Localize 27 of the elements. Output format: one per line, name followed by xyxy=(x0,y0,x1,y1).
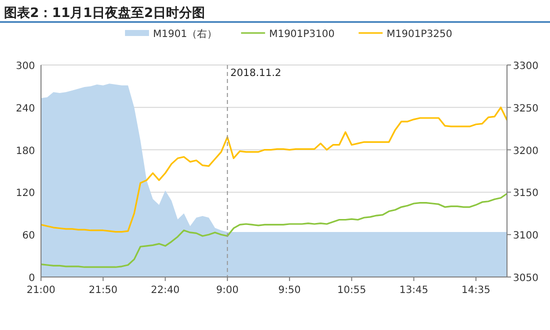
y2-tick-label: 3200 xyxy=(513,146,538,157)
y2-tick-label: 3100 xyxy=(513,230,538,242)
legend-label: M1901P3100 xyxy=(269,29,335,40)
x-tick-label: 9:50 xyxy=(278,285,301,296)
chart-title: 图表2：11月1日夜盘至2日时分图 xyxy=(4,5,206,21)
y2-tick-label: 3300 xyxy=(513,61,538,72)
y2-tick-label: 3250 xyxy=(513,103,538,114)
y-tick-label: 240 xyxy=(16,103,35,114)
y-tick-label: 120 xyxy=(16,188,35,200)
x-tick-label: 21:50 xyxy=(88,285,118,296)
y2-tick-label: 3050 xyxy=(513,273,538,284)
y-tick-label: 180 xyxy=(16,146,35,157)
x-tick-label: 21:00 xyxy=(26,285,56,296)
x-tick-label: 22:40 xyxy=(150,285,180,296)
line-series xyxy=(40,192,508,268)
y-tick-label: 300 xyxy=(16,61,35,72)
legend-label: M1901（右） xyxy=(153,29,218,40)
x-tick-label: 10:55 xyxy=(337,285,366,296)
legend-label: M1901P3250 xyxy=(386,29,452,40)
y-tick-label: 0 xyxy=(28,273,35,284)
y-tick-label: 60 xyxy=(22,230,35,242)
ref-line-label: 2018.11.2 xyxy=(230,68,282,79)
x-tick-label: 13:45 xyxy=(399,285,428,296)
x-tick-label: 14:35 xyxy=(462,285,490,296)
line-series xyxy=(40,106,508,233)
x-tick-label: 9:00 xyxy=(216,285,239,296)
y2-tick-label: 3150 xyxy=(513,188,538,200)
